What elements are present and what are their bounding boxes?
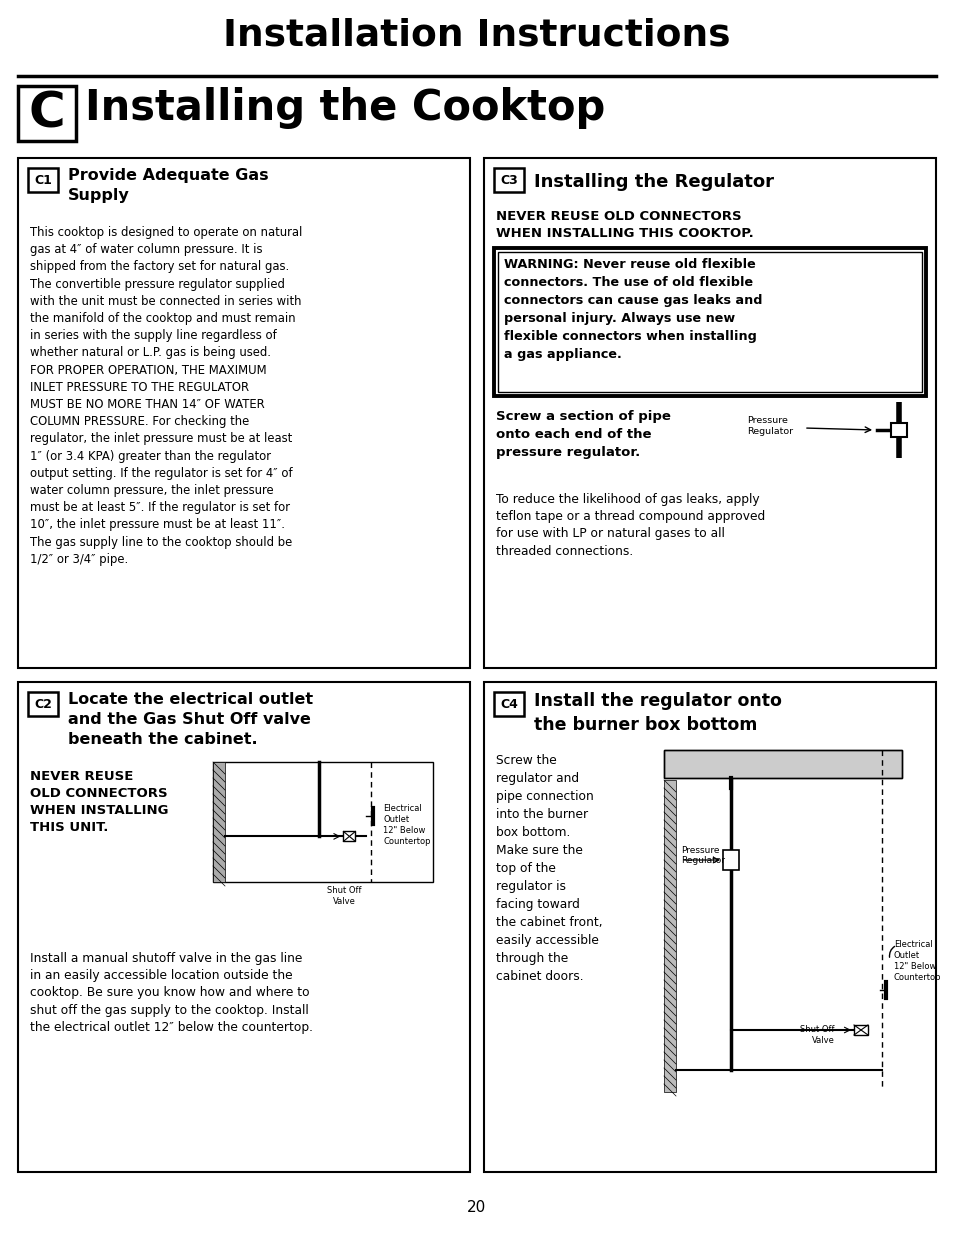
Bar <box>663 750 901 778</box>
Text: Install a manual shutoff valve in the gas line
in an easily accessible location : Install a manual shutoff valve in the ga… <box>30 952 313 1034</box>
Text: Pressure
Regulator: Pressure Regulator <box>680 846 724 866</box>
Text: WARNING: Never reuse old flexible
connectors. The use of old flexible
connectors: WARNING: Never reuse old flexible connec… <box>503 258 761 361</box>
Text: This cooktop is designed to operate on natural
gas at 4″ of water column pressur: This cooktop is designed to operate on n… <box>30 226 302 566</box>
Bar <box>213 762 433 882</box>
Text: 20: 20 <box>467 1200 486 1215</box>
Text: Installing the Regulator: Installing the Regulator <box>534 173 773 191</box>
Bar <box>18 158 470 668</box>
Text: Provide Adequate Gas
Supply: Provide Adequate Gas Supply <box>68 168 269 203</box>
Text: C3: C3 <box>499 173 517 186</box>
Text: NEVER REUSE
OLD CONNECTORS
WHEN INSTALLING
THIS UNIT.: NEVER REUSE OLD CONNECTORS WHEN INSTALLI… <box>30 769 169 834</box>
Bar <box>28 168 58 191</box>
Bar <box>28 692 58 716</box>
Text: Locate the electrical outlet
and the Gas Shut Off valve
beneath the cabinet.: Locate the electrical outlet and the Gas… <box>68 692 313 747</box>
Bar <box>483 158 935 668</box>
Bar <box>722 850 739 869</box>
Text: Pressure
Regulator: Pressure Regulator <box>746 416 792 436</box>
Bar <box>494 168 523 191</box>
Bar <box>343 831 355 841</box>
Bar <box>18 86 76 141</box>
Text: Install the regulator onto
the burner box bottom: Install the regulator onto the burner bo… <box>534 692 781 734</box>
Text: To reduce the likelihood of gas leaks, apply
teflon tape or a thread compound ap: To reduce the likelihood of gas leaks, a… <box>496 493 764 557</box>
Bar <box>497 252 921 391</box>
Text: NEVER REUSE OLD CONNECTORS
WHEN INSTALLING THIS COOKTOP.: NEVER REUSE OLD CONNECTORS WHEN INSTALLI… <box>496 210 753 240</box>
Text: Screw a section of pipe
onto each end of the
pressure regulator.: Screw a section of pipe onto each end of… <box>496 410 670 459</box>
Text: C2: C2 <box>34 698 51 710</box>
Text: Screw the
regulator and
pipe connection
into the burner
box bottom.
Make sure th: Screw the regulator and pipe connection … <box>496 755 602 983</box>
Bar <box>853 1025 867 1035</box>
Text: Electrical
Outlet
12" Below
Countertop: Electrical Outlet 12" Below Countertop <box>383 804 431 846</box>
Bar <box>494 248 925 396</box>
Text: Installing the Cooktop: Installing the Cooktop <box>85 86 605 128</box>
Bar <box>663 781 676 1092</box>
Bar <box>494 692 523 716</box>
Bar <box>890 424 906 437</box>
Text: C: C <box>29 89 66 137</box>
Bar <box>663 750 901 778</box>
Text: C1: C1 <box>34 173 51 186</box>
Bar <box>213 762 225 882</box>
Bar <box>483 682 935 1172</box>
Text: Electrical
Outlet
12" Below
Countertop: Electrical Outlet 12" Below Countertop <box>893 940 941 982</box>
Bar <box>18 682 470 1172</box>
Text: C4: C4 <box>499 698 517 710</box>
Text: Shut Off
Valve: Shut Off Valve <box>800 1025 834 1045</box>
Text: Installation Instructions: Installation Instructions <box>223 19 730 54</box>
Text: Shut Off
Valve: Shut Off Valve <box>327 885 361 906</box>
